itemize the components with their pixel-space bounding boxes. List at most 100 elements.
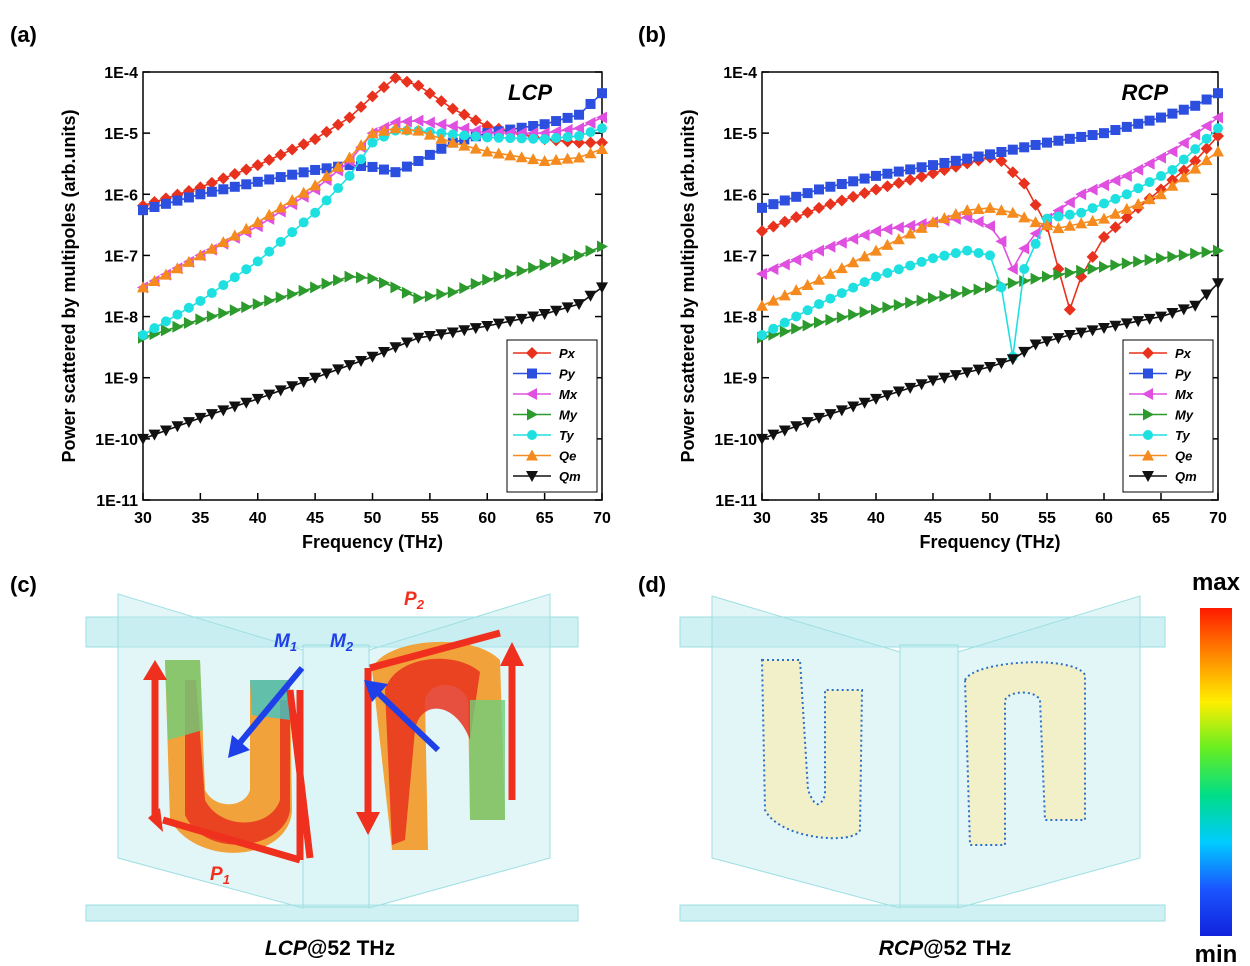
point-Mx [412,114,424,127]
point-Qe [240,222,253,234]
point-Qm [355,355,368,367]
point-Ty [298,217,309,228]
substrate-frame-d [679,595,1166,922]
point-Py [539,119,550,130]
chart-b: 1E-11 1E-10 1E-9 1E-8 1E-7 1E-6 1E-5 1E-4 30 35 40… [678,65,1227,552]
point-Qm [492,318,505,330]
point-Px [1063,303,1076,316]
point-Px [847,190,860,203]
point-My [252,298,264,311]
point-Mx [1200,120,1212,133]
x-tick-label: 30 [134,510,152,527]
x-tick-label: 50 [981,510,999,527]
point-Qe [217,236,230,248]
point-My [962,285,974,298]
point-Py [779,195,790,206]
point-Ty [241,264,252,275]
legend-box [1122,339,1214,493]
legend-label: Py [559,367,576,382]
point-Qe [263,208,276,220]
legend-entry-Ty: Ty [1129,428,1190,443]
point-Ty [1076,207,1087,218]
point-Qm [458,325,471,337]
point-Qe [870,244,882,256]
y-tick-label: 1E-8 [104,310,138,327]
point-Ty [1030,238,1041,249]
point-Qe [1086,214,1099,226]
y-tick-label: 1E-5 [723,126,757,143]
point-Py [836,179,847,190]
point-Px [286,143,299,156]
panel-c-label: (c) [10,572,37,597]
point-Qm [217,405,230,417]
point-Px [240,163,253,176]
point-My [528,261,540,274]
point-Px [1177,164,1190,177]
point-Qm [824,409,837,421]
point-Mx [1166,145,1178,158]
legend-label: Qm [559,469,581,484]
legend-entry-Ty: Ty [513,428,574,443]
point-Qe [596,143,608,155]
legend-marker [526,449,538,461]
point-Py [562,112,573,123]
point-My [950,287,962,300]
point-Qm [240,397,253,409]
point-Qe [228,229,241,241]
point-Qe [251,216,264,228]
point-My [802,319,814,332]
point-Qe [286,194,299,206]
point-My [1178,249,1190,262]
point-Qe [1006,206,1019,218]
point-Px [881,180,894,193]
point-My [779,325,791,338]
point-Qm [915,379,928,391]
legend-entry-Qm: Qm [513,469,581,484]
point-Ty [916,256,927,267]
point-Ty [1178,154,1189,165]
point-Ty [928,253,938,264]
point-Py [962,153,973,164]
point-Py [321,163,332,174]
y-axis-label: Power scattered by multipoles (arb.units… [59,109,79,462]
point-Ty [1110,193,1121,204]
point-Qm [904,382,917,394]
point-Qm [1063,329,1076,341]
point-Py [528,120,539,131]
y-tick-label: 1E-4 [104,65,138,82]
point-My [1144,253,1156,266]
u-resonator-left-d [760,659,864,840]
point-Qe [159,268,172,280]
point-My [1110,259,1122,272]
point-Py [1110,125,1121,136]
point-Qm [182,417,195,429]
point-My [1099,260,1110,273]
point-Ty [1156,171,1166,182]
point-Mx [767,263,779,276]
point-My [482,273,494,286]
legend-entry-Py: Py [513,367,576,382]
point-Py [424,149,435,160]
point-My [195,313,207,326]
point-Ty [275,236,286,247]
y-tick-label: 1E-6 [104,187,138,204]
point-Px [217,172,230,185]
point-Qm [377,347,390,359]
series-Py [138,88,607,216]
y-axis-label: Power scattered by multipoles (arb.units… [678,109,698,462]
point-Px [377,81,390,94]
point-Qe [767,294,780,306]
point-Py [1087,130,1098,141]
point-Ty [859,277,870,288]
point-Ty [447,129,458,140]
n-resonator-right-d [963,661,1086,846]
point-Qm [995,358,1008,370]
x-tick-label: 35 [191,510,209,527]
point-Qm [263,389,276,401]
point-Ty [836,288,847,299]
point-Ty [482,132,493,143]
y-tick-label: 1E-5 [104,126,138,143]
point-Qm [1075,327,1088,339]
point-My [1167,250,1179,263]
point-Qm [446,327,459,339]
